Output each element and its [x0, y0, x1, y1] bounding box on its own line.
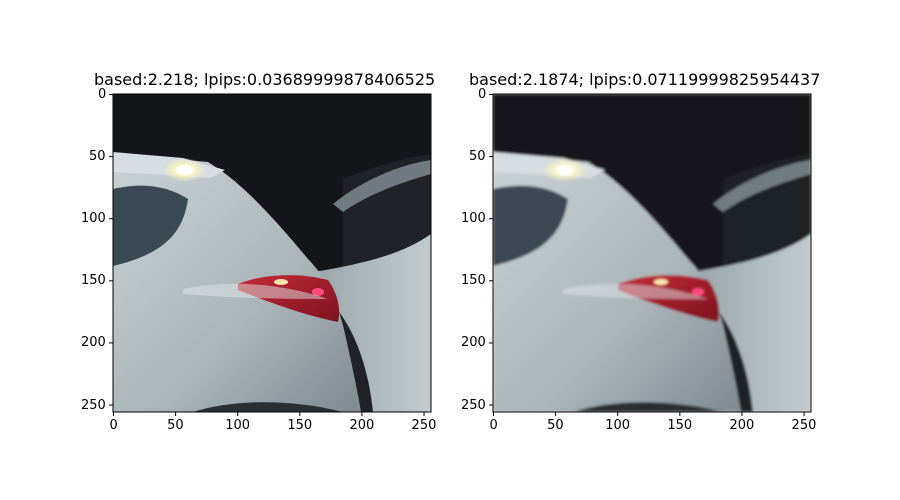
panel-2: [492, 93, 812, 413]
panel-1-ytick-label: 150: [81, 273, 106, 289]
panel-1-xtick-label: 250: [411, 418, 437, 433]
panel-1-xtick-label: 50: [167, 418, 184, 433]
panel-1-xtick-label: 0: [109, 418, 118, 433]
panel-1-xtick-label: 200: [349, 418, 375, 433]
panel-1-ytick-label: 0: [98, 87, 107, 102]
panel-1-title: based:2.218; lpips:0.03689999878406525: [94, 70, 436, 89]
panel-2-xtick-label: 200: [729, 418, 755, 433]
panel-2-xtick-label: 0: [489, 418, 498, 433]
panel-2-ytick-label: 250: [461, 397, 486, 413]
panel-2-ytick-label: 100: [461, 211, 486, 227]
panel-1-xtick-label: 100: [225, 418, 251, 433]
panel-2-xtick-label: 250: [791, 418, 817, 433]
panel-2-xtick-label: 150: [667, 418, 693, 433]
tick-marks: [109, 94, 805, 416]
panel-1-ytick-label: 250: [81, 397, 106, 413]
panel-1-ytick-label: 50: [89, 149, 106, 165]
panel-1-image: [113, 94, 431, 412]
panel-2-xtick-label: 100: [605, 418, 631, 433]
panel-2-xtick-label: 50: [547, 418, 564, 433]
panel-2-ytick-label: 50: [469, 149, 486, 165]
panel-2-ytick-label: 150: [461, 273, 486, 289]
panel-1-ytick-label: 200: [81, 335, 106, 351]
panel-1: [112, 93, 432, 413]
panel-1-ytick-label: 100: [81, 211, 106, 227]
panel-2-ytick-label: 0: [478, 87, 487, 102]
panel-2-title: based:2.1874; lpips:0.07119999825954437: [469, 70, 821, 89]
panel-1-xtick-label: 150: [287, 418, 313, 433]
panel-2-image: [493, 94, 811, 412]
panel-2-ytick-label: 200: [461, 335, 486, 351]
